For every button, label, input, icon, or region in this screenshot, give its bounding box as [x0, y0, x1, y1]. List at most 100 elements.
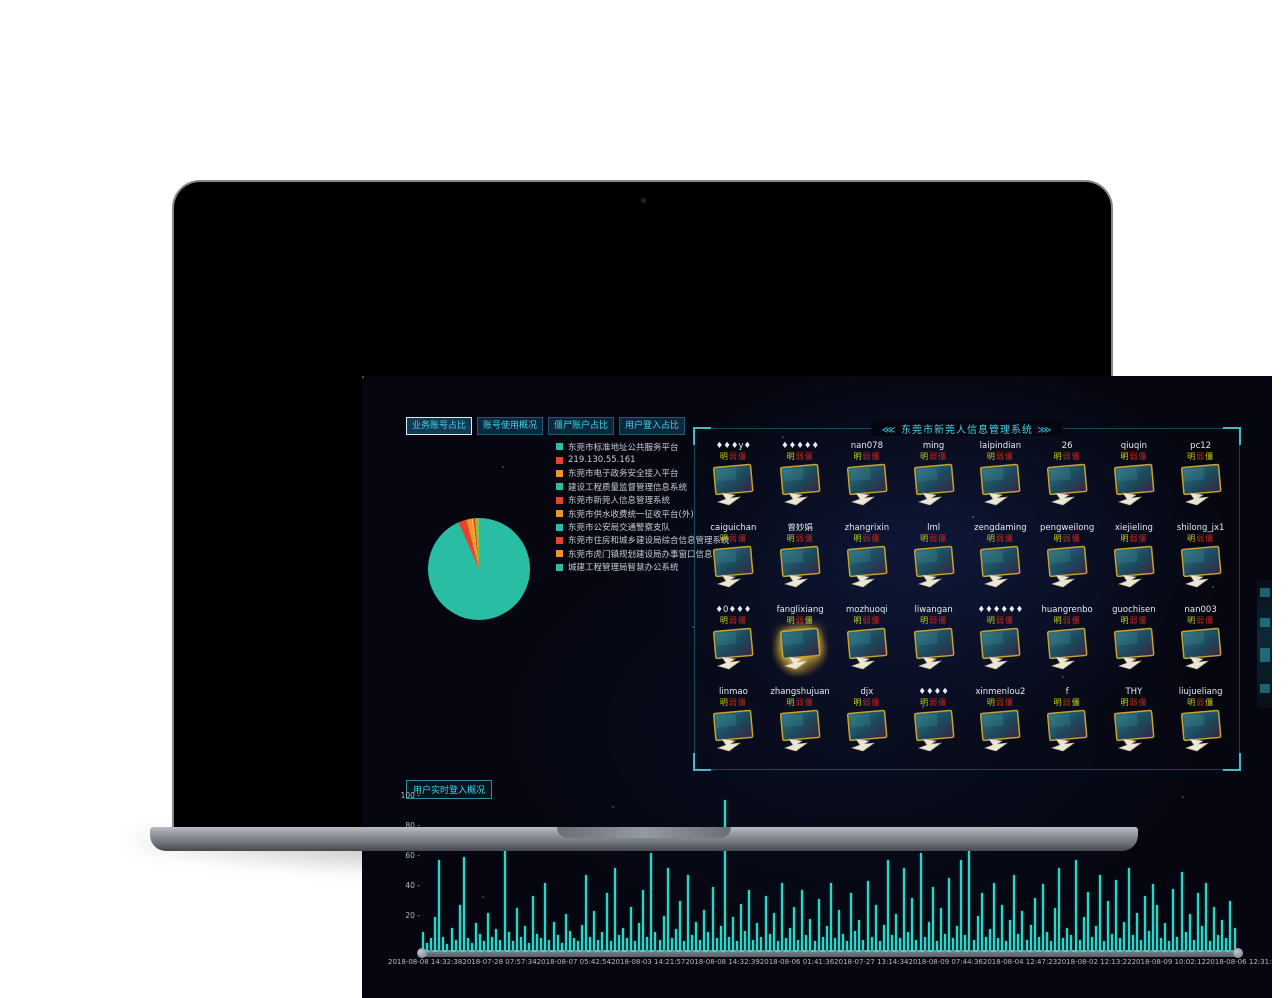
user-monitor-cell[interactable]: xiejieling 明弱僵 [1101, 523, 1168, 605]
legend-item[interactable]: 东莞市标准地址公共服务平台 [556, 440, 747, 453]
user-monitor-cell[interactable]: ♦♦♦y♦ 明弱僵 [700, 441, 767, 523]
bar [1094, 926, 1097, 950]
monitor[interactable] [843, 627, 891, 673]
user-monitor-cell[interactable]: 曾妙娟 明弱僵 [767, 523, 834, 605]
bar [952, 938, 955, 950]
user-monitor-cell[interactable]: ♦♦♦♦♦♦ 明弱僵 [967, 605, 1034, 687]
monitor[interactable] [776, 545, 824, 591]
user-monitor-cell[interactable]: mozhuoqi 明弱僵 [834, 605, 901, 687]
user-monitor-cell[interactable]: caiguichan 明弱僵 [700, 523, 767, 605]
user-monitor-cell[interactable]: zhangshujuan 明弱僵 [767, 687, 834, 769]
monitor[interactable] [1043, 545, 1091, 591]
monitor[interactable] [910, 545, 958, 591]
monitor[interactable] [776, 709, 824, 755]
user-monitor-cell[interactable]: pengweilong 明弱僵 [1034, 523, 1101, 605]
bar [617, 935, 620, 950]
monitor[interactable] [1043, 463, 1091, 509]
bar [1033, 897, 1036, 950]
bar [629, 906, 632, 950]
monitor[interactable] [709, 545, 757, 591]
monitor[interactable] [709, 627, 757, 673]
user-monitor-cell[interactable]: zengdaming 明弱僵 [967, 523, 1034, 605]
user-monitor-cell[interactable]: zhangrixin 明弱僵 [834, 523, 901, 605]
monitor[interactable] [976, 709, 1024, 755]
user-monitor-cell[interactable]: xinmenlou2 明弱僵 [967, 687, 1034, 769]
monitor[interactable] [1110, 463, 1158, 509]
monitor[interactable] [910, 627, 958, 673]
user-monitor-cell[interactable]: huangrenbo 明弱僵 [1034, 605, 1101, 687]
user-monitor-cell[interactable]: THY 明弱僵 [1101, 687, 1168, 769]
bar [776, 941, 779, 950]
bar [825, 926, 828, 950]
monitor[interactable] [763, 614, 838, 686]
user-monitor-cell[interactable]: liujueliang 明弱僵 [1167, 687, 1234, 769]
monitor[interactable] [976, 545, 1024, 591]
tab-4[interactable]: 用户登入占比 [619, 417, 686, 435]
user-monitor-cell[interactable]: linmao 明弱僵 [700, 687, 767, 769]
datazoom-slider[interactable] [417, 948, 1243, 958]
user-monitor-cell[interactable]: lml 明弱僵 [900, 523, 967, 605]
monitor[interactable] [976, 627, 1024, 673]
legend-item[interactable]: 东莞市供水收费统一征收平台(外) [556, 507, 747, 520]
bar [683, 941, 685, 950]
status-badge: 明 [1187, 452, 1197, 461]
monitor[interactable] [709, 463, 757, 509]
user-monitor-cell[interactable]: guochisen 明弱僵 [1101, 605, 1168, 687]
user-monitor-cell[interactable]: djx 明弱僵 [834, 687, 901, 769]
monitor[interactable] [910, 709, 958, 755]
monitor[interactable] [1110, 627, 1158, 673]
triple-left-arrow-icon[interactable]: ⋘ [881, 425, 897, 436]
user-name: linmao [718, 687, 748, 697]
status-badges: 明弱僵 [1187, 616, 1214, 625]
user-monitor-cell[interactable]: nan003 明弱僵 [1167, 605, 1234, 687]
bar [466, 938, 469, 950]
user-monitor-cell[interactable]: pc12 明弱僵 [1167, 441, 1234, 523]
slider-right-handle-icon[interactable] [1233, 948, 1243, 958]
monitor[interactable] [1177, 463, 1225, 509]
monitor[interactable] [843, 545, 891, 591]
monitor[interactable] [1043, 709, 1091, 755]
account-share-pie-chart[interactable] [428, 518, 530, 620]
user-monitor-cell[interactable]: f 明弱僵 [1034, 687, 1101, 769]
monitor[interactable] [709, 709, 757, 755]
user-monitor-cell[interactable]: laipindian 明弱僵 [967, 441, 1034, 523]
legend-item[interactable]: 东莞市住房和城乡建设局综合信息管理系统 [556, 534, 747, 547]
monitor[interactable] [843, 709, 891, 755]
legend-item[interactable]: 东莞市虎门镇规划建设局办事窗口信息管理系统 [556, 547, 747, 560]
slider-left-handle-icon[interactable] [417, 948, 427, 958]
monitor[interactable] [843, 463, 891, 509]
monitor[interactable] [1177, 627, 1225, 673]
status-badge: 弱 [929, 698, 939, 707]
user-monitor-cell[interactable]: nan078 明弱僵 [834, 441, 901, 523]
monitor[interactable] [1043, 627, 1091, 673]
user-monitor-cell[interactable]: fanglixiang 明弱僵 [763, 605, 838, 687]
monitor[interactable] [910, 463, 958, 509]
monitor[interactable] [1110, 545, 1158, 591]
monitor[interactable] [1110, 709, 1158, 755]
legend-item[interactable]: 城建工程管理局智慧办公系统 [556, 561, 747, 574]
legend-item[interactable]: 东莞市公安局交通警察支队 [556, 520, 747, 533]
user-monitor-cell[interactable]: ♦♦♦♦♦ 明弱僵 [767, 441, 834, 523]
user-monitor-cell[interactable]: ♦0♦♦♦ 明弱僵 [700, 605, 767, 687]
user-monitor-cell[interactable]: qiuqin 明弱僵 [1101, 441, 1168, 523]
monitor[interactable] [1177, 545, 1225, 591]
user-monitor-cell[interactable]: 26 明弱僵 [1034, 441, 1101, 523]
monitor[interactable] [776, 463, 824, 509]
tab-2[interactable]: 账号使用概况 [477, 417, 544, 435]
tab-3[interactable]: 僵尸账户占比 [548, 417, 615, 435]
user-monitor-cell[interactable]: ming 明弱僵 [900, 441, 967, 523]
user-monitor-cell[interactable]: shilong_jx1 明弱僵 [1167, 523, 1234, 605]
triple-right-arrow-icon[interactable]: ⋙ [1037, 425, 1053, 436]
legend-item[interactable]: 东莞市电子政务安全接入平台 [556, 467, 747, 480]
user-monitor-cell[interactable]: liwangan 明弱僵 [900, 605, 967, 687]
legend-item[interactable]: 东莞市新莞人信息管理系统 [556, 494, 747, 507]
status-badge: 弱 [795, 452, 805, 461]
legend-item[interactable]: 建设工程质量监督管理信息系统 [556, 480, 747, 493]
user-monitor-cell[interactable]: ♦♦♦♦ 明弱僵 [900, 687, 967, 769]
legend-item[interactable]: 219.130.55.161 [556, 453, 747, 466]
scroll-indicator[interactable] [1257, 580, 1272, 708]
tab-1[interactable]: 业务账号占比 [406, 417, 473, 435]
monitor[interactable] [1177, 709, 1225, 755]
monitor[interactable] [976, 463, 1024, 509]
legend-label: 城建工程管理局智慧办公系统 [568, 563, 679, 574]
